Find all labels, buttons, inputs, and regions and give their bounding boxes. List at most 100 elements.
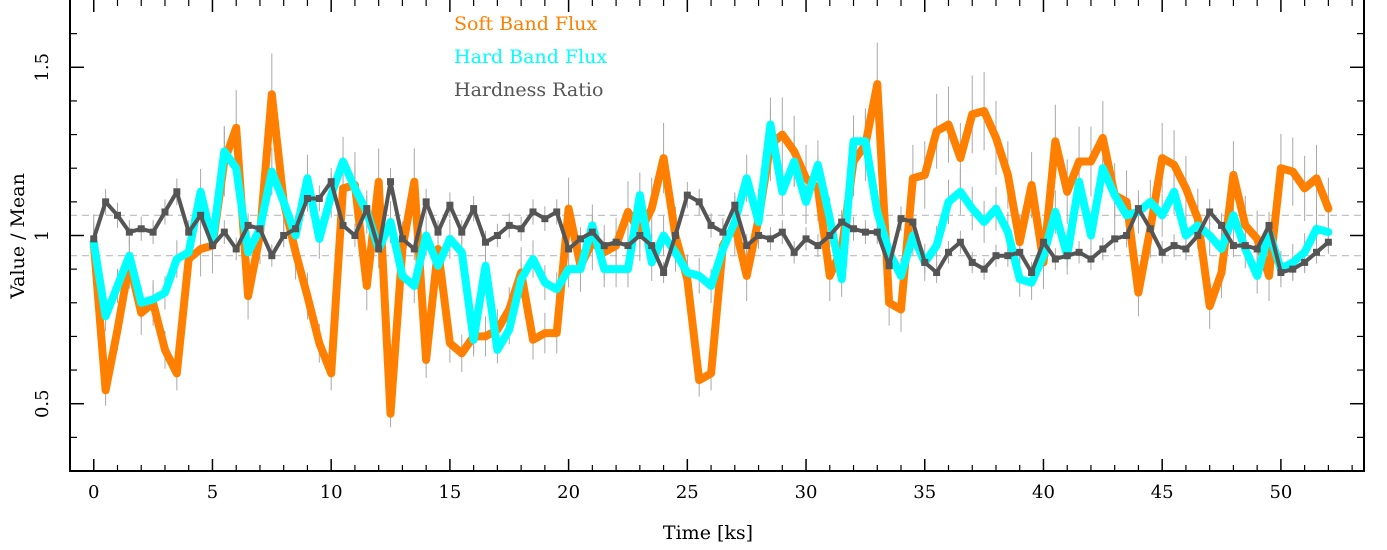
data-point (648, 242, 656, 250)
x-tick-label: 30 (795, 482, 818, 503)
series-line (89, 80, 1333, 418)
data-point (1229, 242, 1237, 250)
data-point (398, 235, 406, 243)
data-point (588, 228, 596, 236)
data-point (873, 228, 881, 236)
x-tick-label: 5 (207, 482, 218, 503)
data-point (612, 238, 620, 246)
data-point (410, 245, 418, 253)
data-point (280, 232, 288, 239)
data-point (1075, 248, 1083, 256)
data-point (1241, 242, 1249, 250)
data-point (921, 258, 929, 266)
data-point (90, 235, 98, 243)
data-point (1087, 255, 1095, 263)
data-point (244, 221, 252, 229)
legend: Soft Band Flux Hard Band Flux Hardness Rat… (454, 13, 607, 101)
x-tick-label: 10 (320, 482, 343, 503)
data-point (766, 235, 774, 243)
data-point (897, 215, 905, 223)
data-point (838, 218, 846, 226)
data-point (719, 228, 727, 236)
data-point (1051, 255, 1059, 263)
data-point (327, 178, 335, 186)
legend-entry: Hard Band Flux (454, 46, 607, 68)
x-tick-label: 45 (1151, 482, 1174, 503)
data-point (695, 198, 703, 206)
data-point (1194, 232, 1202, 239)
data-point (1324, 238, 1332, 246)
data-point (814, 242, 822, 250)
data-point (1182, 245, 1190, 253)
y-axis-title: Value / Mean (7, 173, 29, 300)
data-point (434, 228, 442, 236)
plot-border (69, 0, 1365, 472)
data-point (1016, 248, 1024, 256)
data-point (482, 238, 490, 246)
data-point (755, 232, 763, 239)
data-point (778, 228, 786, 236)
legend-entry: Soft Band Flux (454, 13, 597, 35)
data-point (351, 232, 359, 239)
data-point (505, 221, 513, 229)
data-point (1146, 225, 1154, 233)
data-point (493, 232, 501, 239)
data-point (149, 228, 157, 236)
y-axis: 0.5 1 1.5 (32, 33, 1364, 438)
x-tick-label: 40 (1032, 482, 1055, 503)
data-point (446, 201, 454, 209)
data-point (232, 245, 240, 253)
data-point (422, 198, 430, 206)
data-point (161, 208, 169, 216)
data-point (137, 225, 145, 233)
y-tick-label: 1.5 (32, 53, 53, 82)
x-axis-title: Time [ks] (663, 522, 753, 544)
data-point (1206, 208, 1214, 216)
data-point (1253, 245, 1261, 253)
data-point (220, 228, 228, 236)
data-point (256, 225, 264, 233)
data-point (387, 178, 395, 186)
data-point (1063, 252, 1071, 260)
data-point (1289, 265, 1297, 273)
data-point (1313, 248, 1321, 256)
data-point (363, 205, 371, 213)
data-point (885, 262, 893, 270)
data-point (292, 225, 300, 233)
data-point (944, 248, 952, 256)
data-point (1028, 269, 1036, 277)
data-point (861, 228, 869, 236)
data-point (731, 201, 739, 209)
x-tick-label: 35 (913, 482, 936, 503)
data-point (1218, 221, 1226, 229)
data-point (1158, 248, 1166, 256)
data-point (529, 208, 537, 216)
data-point (933, 269, 941, 277)
data-point (517, 225, 525, 233)
data-point (743, 242, 751, 250)
data-point (541, 215, 549, 223)
data-point (375, 245, 383, 253)
legend-entry: Hardness Ratio (454, 79, 603, 101)
data-point (303, 194, 311, 202)
data-point (173, 188, 181, 196)
data-point (315, 194, 323, 202)
x-tick-label: 15 (438, 482, 461, 503)
data-point (980, 265, 988, 273)
data-point (956, 238, 964, 246)
data-point (1039, 238, 1047, 246)
data-point (576, 235, 584, 243)
data-point (197, 211, 205, 219)
x-tick-label: 20 (557, 482, 580, 503)
data-point (1265, 221, 1273, 229)
data-point (113, 211, 121, 219)
data-point (683, 191, 691, 199)
data-point (850, 225, 858, 233)
data-point (565, 245, 573, 253)
plot-frame (69, 0, 1365, 472)
data-point (1111, 235, 1119, 243)
data-point (826, 232, 834, 239)
data-point (636, 232, 644, 239)
series-lines (89, 80, 1333, 418)
